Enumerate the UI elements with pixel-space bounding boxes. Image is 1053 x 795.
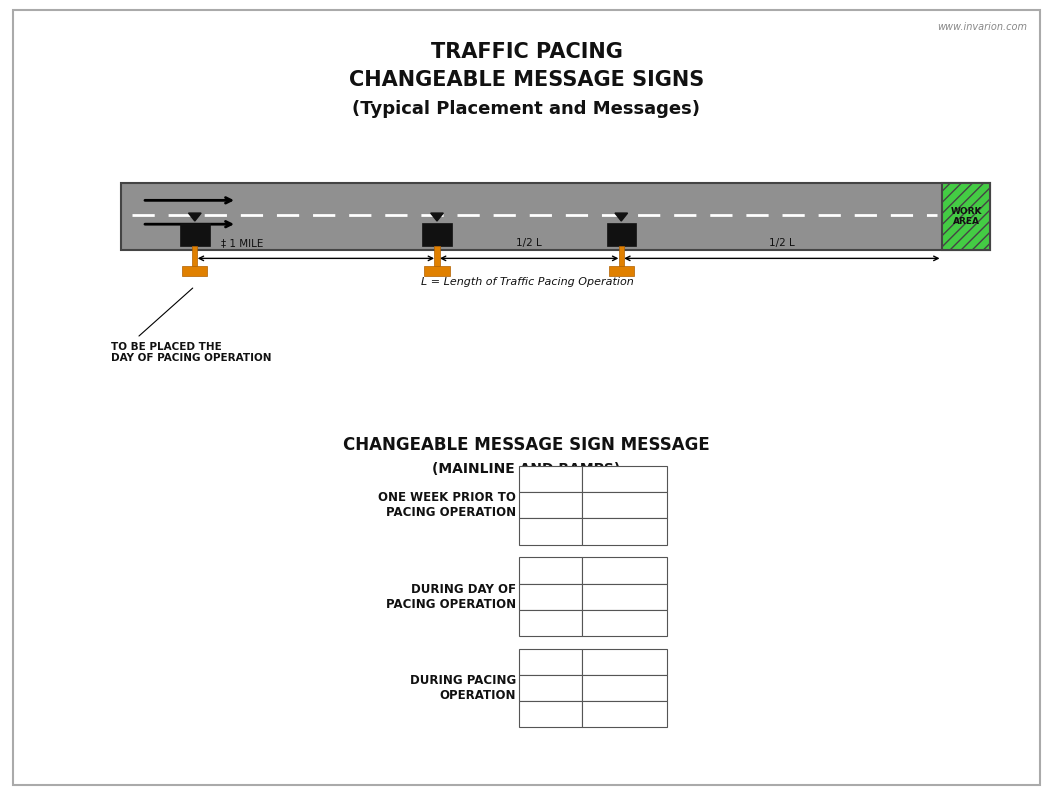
Bar [582, 675, 667, 701]
Text: XAM - X - AM: XAM - X - AM [595, 527, 654, 536]
Bar [609, 266, 634, 276]
Text: DELAYS: DELAYS [608, 619, 641, 627]
Text: 1/2 L: 1/2 L [516, 238, 542, 248]
Bar [618, 246, 623, 266]
Bar [519, 466, 582, 492]
Text: SLOW: SLOW [538, 657, 563, 666]
Text: ON: ON [543, 527, 558, 536]
Bar [582, 610, 667, 636]
Bar [582, 649, 667, 675]
Bar [424, 266, 450, 276]
Text: ONE WEEK PRIOR TO
PACING OPERATION: ONE WEEK PRIOR TO PACING OPERATION [378, 491, 516, 519]
Polygon shape [188, 213, 201, 221]
Bar [582, 492, 667, 518]
Text: WORK: WORK [537, 592, 564, 601]
Text: PREPARED: PREPARED [601, 684, 648, 692]
Text: DELAYS: DELAYS [534, 501, 568, 510]
Bar [192, 246, 197, 266]
Polygon shape [615, 213, 628, 221]
Bar [182, 266, 207, 276]
Text: EXPECT: EXPECT [534, 475, 568, 483]
Text: TONIGHT: TONIGHT [531, 619, 571, 627]
Text: CHANGEABLE MESSAGE SIGN MESSAGE: CHANGEABLE MESSAGE SIGN MESSAGE [343, 436, 710, 454]
Text: PERIODIC: PERIODIC [603, 592, 645, 601]
Text: (Typical Placement and Messages): (Typical Placement and Messages) [353, 100, 700, 118]
Text: AHEAD: AHEAD [535, 710, 567, 719]
Text: TO STOP: TO STOP [605, 710, 643, 719]
Bar [519, 649, 582, 675]
Text: TO BE PLACED THE
DAY OF PACING OPERATION: TO BE PLACED THE DAY OF PACING OPERATION [111, 342, 271, 363]
Bar [422, 223, 452, 246]
Bar [582, 518, 667, 545]
Text: DURING DAY OF
PACING OPERATION: DURING DAY OF PACING OPERATION [385, 583, 516, 611]
Bar [519, 518, 582, 545]
Bar [519, 610, 582, 636]
Bar [582, 466, 667, 492]
Bar [582, 701, 667, 727]
Text: L = Length of Traffic Pacing Operation: L = Length of Traffic Pacing Operation [421, 277, 634, 287]
Bar [519, 492, 582, 518]
Text: ‡ 1 MILE: ‡ 1 MILE [221, 238, 263, 248]
Text: ROAD: ROAD [538, 566, 563, 575]
Text: TRAFFIC PACING: TRAFFIC PACING [431, 41, 622, 62]
Text: (MAINLINE AND RAMPS): (MAINLINE AND RAMPS) [433, 462, 620, 476]
Bar [582, 584, 667, 610]
Bar [121, 183, 990, 250]
Text: 1/2 L: 1/2 L [769, 238, 795, 248]
Bar [519, 557, 582, 584]
Bar [180, 223, 210, 246]
Bar [942, 183, 990, 250]
Polygon shape [431, 213, 443, 221]
Text: CHANGEABLE MESSAGE SIGNS: CHANGEABLE MESSAGE SIGNS [349, 69, 704, 90]
Bar [519, 675, 582, 701]
Text: MMM: MMM [613, 475, 636, 483]
Text: WORK
AREA: WORK AREA [951, 207, 981, 227]
Text: EXPECT: EXPECT [608, 566, 641, 575]
Text: www.invarion.com: www.invarion.com [937, 22, 1027, 33]
Text: BE: BE [618, 657, 631, 666]
Bar [607, 223, 636, 246]
Bar [519, 584, 582, 610]
Text: TRAFFIC: TRAFFIC [533, 684, 569, 692]
Bar [434, 246, 439, 266]
Bar [519, 701, 582, 727]
Text: DD-DD: DD-DD [609, 501, 640, 510]
Bar [582, 557, 667, 584]
Text: DURING PACING
OPERATION: DURING PACING OPERATION [410, 674, 516, 702]
